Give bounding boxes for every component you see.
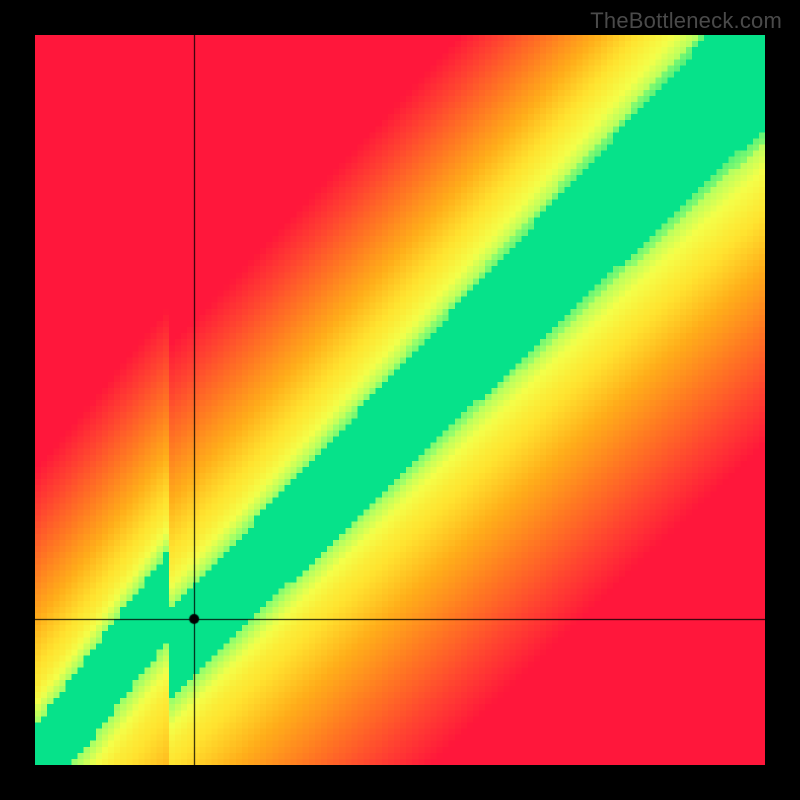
bottleneck-heatmap (35, 35, 765, 765)
watermark-text: TheBottleneck.com (590, 8, 782, 34)
chart-container: TheBottleneck.com (0, 0, 800, 800)
